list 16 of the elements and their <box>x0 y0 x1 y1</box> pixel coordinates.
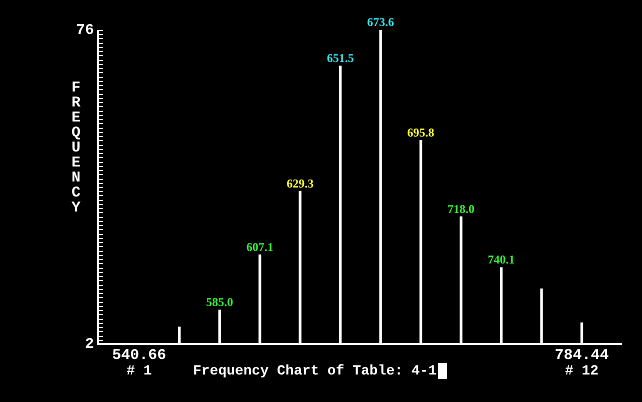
annotation: 673.6 <box>367 15 394 30</box>
y-tick-label: 76 <box>76 22 94 39</box>
text: FREQUENCY <box>71 79 81 216</box>
text: # 12 <box>564 364 599 380</box>
annotation: 740.1 <box>488 252 515 267</box>
annotation: 651.5 <box>326 51 354 66</box>
x-tick-label: 540.66 <box>112 346 166 364</box>
annotation: 607.1 <box>246 240 274 254</box>
text: Frequency Chart of Table: 4-1 <box>193 364 437 380</box>
text: # 1 <box>126 364 152 380</box>
annotation: 585.0 <box>206 295 234 310</box>
annotation: 718.0 <box>448 202 475 216</box>
y-tick-label: 2 <box>84 336 94 353</box>
annotation: 629.3 <box>286 176 314 190</box>
x-tick-label: 784.44 <box>554 346 609 364</box>
annotation: 695.8 <box>407 125 434 140</box>
